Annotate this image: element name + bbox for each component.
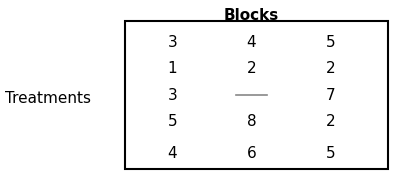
Text: 6: 6 bbox=[247, 146, 256, 161]
FancyBboxPatch shape bbox=[125, 21, 388, 169]
Text: 8: 8 bbox=[247, 114, 256, 129]
Text: 5: 5 bbox=[326, 146, 335, 161]
Text: 7: 7 bbox=[326, 87, 335, 103]
Text: 5: 5 bbox=[168, 114, 177, 129]
Text: 2: 2 bbox=[247, 61, 256, 76]
Text: 1: 1 bbox=[168, 61, 177, 76]
Text: 3: 3 bbox=[168, 87, 177, 103]
Text: Blocks: Blocks bbox=[224, 8, 279, 23]
Text: 3: 3 bbox=[168, 35, 177, 50]
Text: 4: 4 bbox=[168, 146, 177, 161]
Text: Treatments: Treatments bbox=[4, 91, 91, 106]
Text: 5: 5 bbox=[326, 35, 335, 50]
Text: 4: 4 bbox=[247, 35, 256, 50]
Text: 2: 2 bbox=[326, 61, 335, 76]
Text: 2: 2 bbox=[326, 114, 335, 129]
